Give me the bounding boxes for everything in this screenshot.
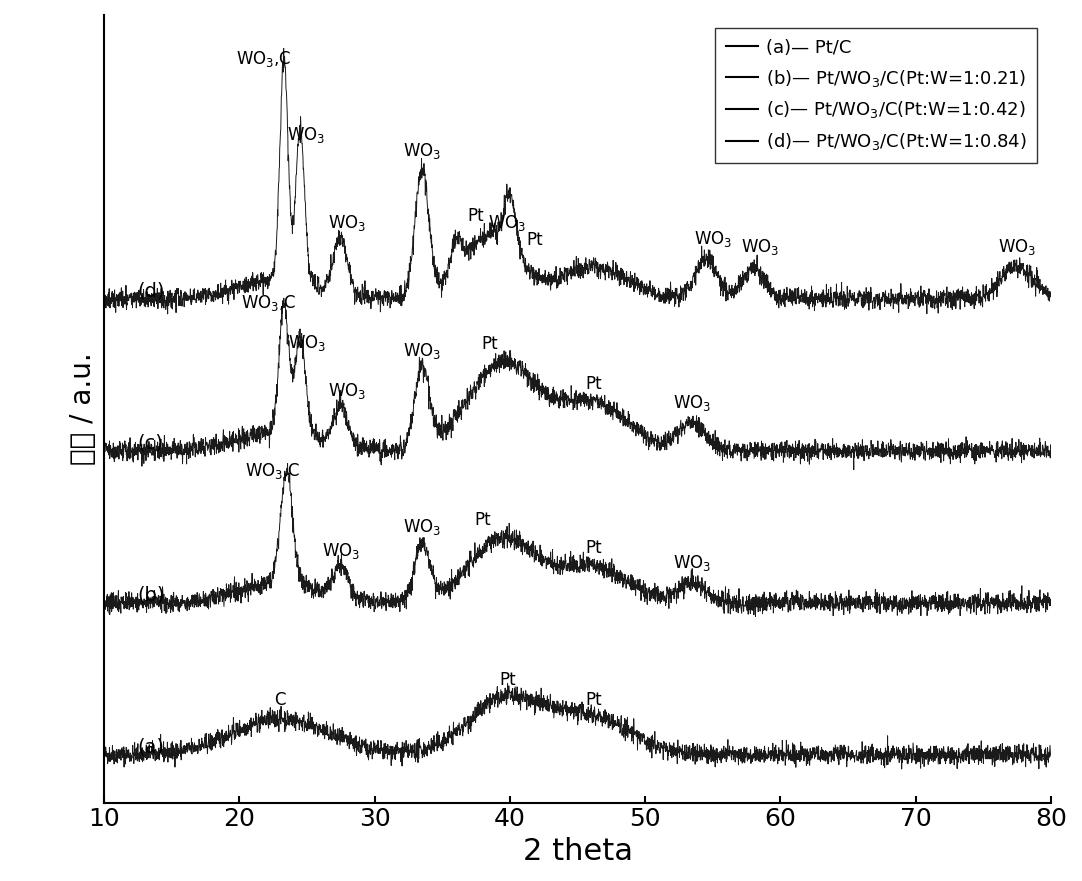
Text: Pt: Pt <box>526 231 542 248</box>
Text: WO$_3$: WO$_3$ <box>287 125 325 145</box>
Text: WO$_3$: WO$_3$ <box>321 541 360 560</box>
Text: Pt: Pt <box>585 538 602 557</box>
Text: WO$_3$: WO$_3$ <box>741 237 779 257</box>
Text: Pt: Pt <box>585 691 602 708</box>
Text: WO$_3$: WO$_3$ <box>403 517 441 537</box>
Text: WO$_3$: WO$_3$ <box>673 393 712 413</box>
Text: Pt: Pt <box>585 374 602 393</box>
Text: Pt: Pt <box>499 670 515 689</box>
Text: Pt: Pt <box>475 511 491 529</box>
Text: C: C <box>274 691 286 708</box>
Text: WO$_3$: WO$_3$ <box>403 141 441 161</box>
Text: WO$_3$: WO$_3$ <box>288 333 326 352</box>
Text: Pt: Pt <box>481 335 498 352</box>
Text: (d): (d) <box>137 281 166 300</box>
Text: WO$_3$: WO$_3$ <box>329 213 367 233</box>
Text: WO$_3$: WO$_3$ <box>329 381 367 401</box>
Text: (c): (c) <box>137 433 163 452</box>
Text: (b): (b) <box>137 585 166 604</box>
Text: WO$_3$: WO$_3$ <box>999 237 1037 257</box>
Legend: (a)— Pt/C, (b)— Pt/WO$_3$/C(Pt:W=1:0.21), (c)— Pt/WO$_3$/C(Pt:W=1:0.42), (d)— Pt: (a)— Pt/C, (b)— Pt/WO$_3$/C(Pt:W=1:0.21)… <box>715 28 1038 163</box>
Y-axis label: 强度 / a.u.: 强度 / a.u. <box>69 352 97 465</box>
Text: WO$_3$,C: WO$_3$,C <box>236 49 291 69</box>
Text: WO$_3$: WO$_3$ <box>673 552 712 573</box>
Text: Pt: Pt <box>467 207 485 225</box>
X-axis label: 2 theta: 2 theta <box>523 837 633 866</box>
Text: (a): (a) <box>137 737 164 756</box>
Text: WO$_3$,C: WO$_3$,C <box>241 292 296 313</box>
Text: WO$_3$,C: WO$_3$,C <box>246 461 301 481</box>
Text: WO$_3$: WO$_3$ <box>488 213 526 233</box>
Text: WO$_3$: WO$_3$ <box>403 341 441 361</box>
Text: WO$_3$: WO$_3$ <box>694 229 731 248</box>
